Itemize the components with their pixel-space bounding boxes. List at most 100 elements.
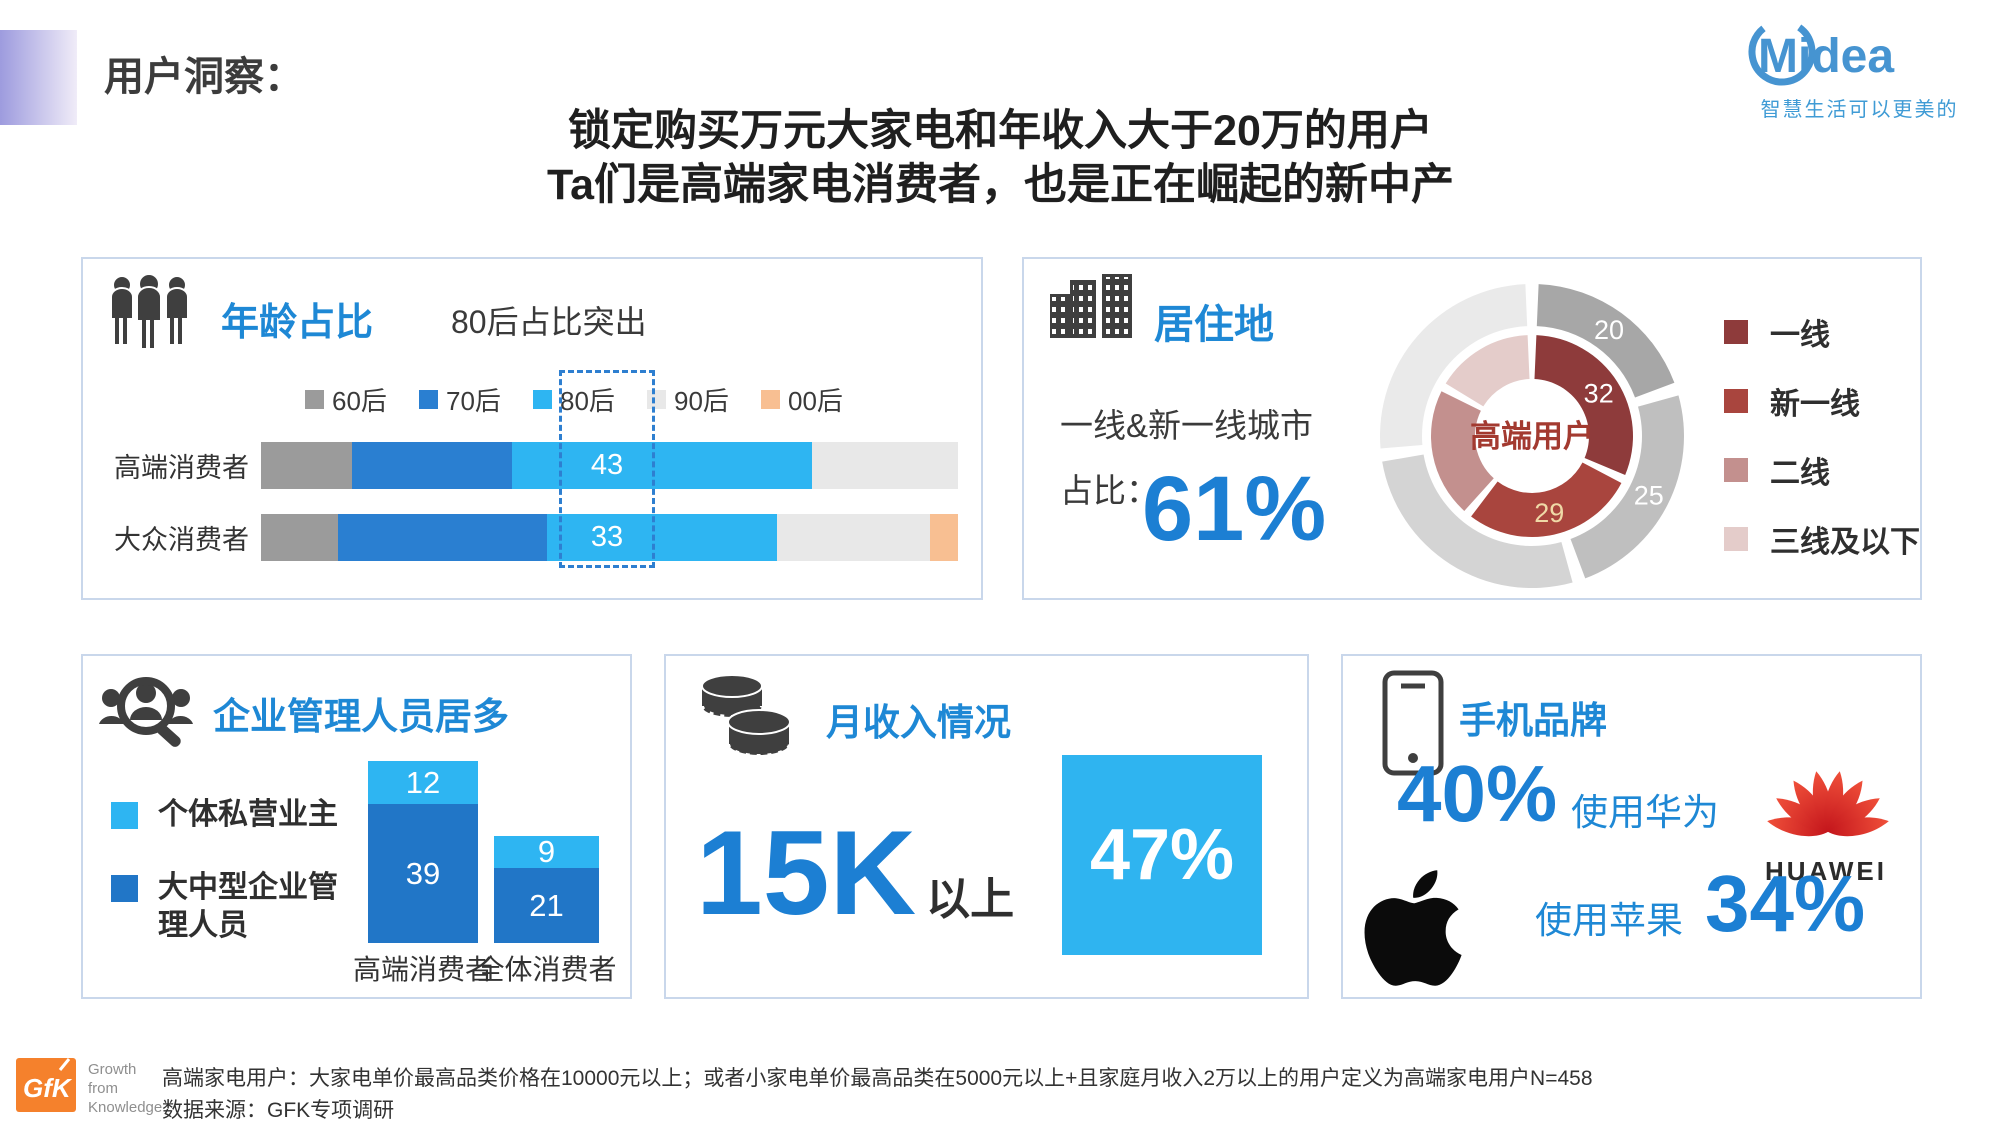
huawei-percent: 40% — [1397, 749, 1558, 838]
gfk-logo: GfK — [16, 1058, 76, 1112]
age-bar-segment-70后 — [337, 514, 547, 561]
residence-callout-line1: 一线&新一线城市 — [1060, 407, 1314, 444]
age-row-label: 高端消费者 — [114, 453, 249, 483]
age-panel-subtitle: 80后占比突出 — [451, 304, 647, 340]
age-bar-segment-90后 — [776, 514, 931, 561]
main-title-line2: Ta们是高端家电消费者，也是正在崛起的新中产 — [547, 161, 1454, 209]
age-bar-segment-80后 — [511, 442, 812, 489]
legend-label: 80后 — [560, 386, 615, 416]
donut-segment-outer-reference-ring-2 — [1382, 454, 1573, 588]
occupation-segment-个体私营业主: 9 — [494, 834, 599, 869]
legend-swatch-70后 — [419, 390, 438, 409]
legend-swatch-90后 — [647, 390, 666, 409]
residence-legend-item: 三线及以下 — [1724, 524, 1920, 559]
residence-big-percent: 61% — [1142, 458, 1327, 560]
gfk-tagline-line2: from — [88, 1080, 118, 1097]
occupation-category-label: 全体消费者 — [476, 954, 617, 985]
income-panel-title: 月收入情况 — [826, 702, 1011, 743]
people-icon — [110, 273, 189, 350]
phone-panel-title: 手机品牌 — [1459, 700, 1607, 741]
age-value-label-mass: 33 — [590, 521, 624, 553]
income-value: 15K — [696, 806, 917, 940]
income-panel: 月收入情况 15K 以上 47% — [664, 654, 1309, 999]
age-legend-item: 00后 — [761, 381, 875, 418]
gfk-tagline-line1: Growth — [88, 1061, 137, 1078]
occupation-stacked-bar: 12 39 — [368, 761, 478, 943]
residence-legend-item: 一线 — [1724, 317, 1920, 352]
legend-label: 三线及以下 — [1770, 525, 1920, 559]
age-value-label-premium: 43 — [590, 449, 624, 481]
section-title: 用户洞察： — [104, 55, 304, 99]
residence-legend-item: 二线 — [1724, 455, 1920, 490]
age-bar-segment-00后 — [930, 514, 958, 561]
huawei-wordmark: HUAWEI — [1765, 856, 1887, 886]
donut-value-label: 29 — [1534, 498, 1564, 528]
smartphone-icon — [1382, 670, 1444, 776]
income-percent: 47% — [1089, 815, 1235, 895]
age-stacked-bar — [261, 514, 958, 561]
huawei-logo-icon — [1767, 771, 1889, 837]
gfk-wordmark: GfK — [23, 1073, 73, 1103]
occupation-stacked-bar: 9 21 — [494, 834, 599, 943]
legend-swatch-60后 — [305, 390, 324, 409]
legend-label-self-employed: 个体私营业主 — [158, 798, 338, 831]
apple-logo-icon — [1364, 870, 1462, 986]
legend-label-managers: 大中型企业管理人员 — [158, 871, 338, 942]
main-title-line1: 锁定购买万元大家电和年收入大于20万的用户 — [568, 107, 1433, 155]
age-highlight-box: 43 33 — [559, 370, 655, 568]
legend-label: 90后 — [674, 386, 729, 416]
midea-logo: Midea 智慧生活可以更美的 — [1742, 8, 1977, 122]
brand-tagline: 智慧生活可以更美的 — [1760, 99, 1959, 121]
occupation-panel-title: 企业管理人员居多 — [213, 696, 509, 737]
legend-swatch-一线 — [1724, 319, 1748, 344]
accent-gradient-bar — [0, 30, 77, 125]
age-panel-title: 年龄占比 — [221, 302, 374, 344]
donut-value-label: 20 — [1594, 315, 1624, 345]
income-suffix: 以上 — [926, 875, 1015, 924]
donut-value-label: 32 — [1584, 379, 1614, 409]
legend-swatch-80后 — [533, 390, 552, 409]
occupation-segment-个体私营业主: 12 — [368, 761, 478, 804]
apple-percent: 34% — [1705, 859, 1866, 948]
gfk-tagline-line3: Knowledge — [88, 1099, 163, 1116]
age-row-label: 大众消费者 — [114, 525, 249, 555]
legend-label: 新一线 — [1770, 387, 1860, 421]
donut-segment-inner-premium-user-ring-2 — [1431, 391, 1494, 511]
age-bar-row: 大众消费者 — [95, 514, 958, 561]
legend-swatch-managers — [111, 875, 138, 902]
age-legend-item: 60后 — [305, 381, 419, 418]
people-search-icon — [99, 677, 193, 747]
income-percent-box: 47% — [1062, 755, 1262, 955]
legend-label: 60后 — [332, 386, 387, 416]
residence-legend-item: 新一线 — [1724, 386, 1920, 421]
age-bar-segment-60后 — [261, 514, 338, 561]
age-bar-row: 高端消费者 — [95, 442, 958, 489]
main-title: 锁定购买万元大家电和年收入大于20万的用户 Ta们是高端家电消费者，也是正在崛起… — [0, 104, 2001, 212]
age-bar-segment-80后 — [546, 514, 777, 561]
huawei-usage-label: 使用华为 — [1571, 792, 1719, 833]
occupation-legend-item-2: 大中型企业管理人员 — [111, 869, 348, 945]
legend-label: 一线 — [1770, 318, 1830, 352]
gfk-tagline: Growth from Knowledge — [88, 1060, 162, 1117]
phone-panel: 手机品牌 40% 使用华为 HUAWEI 使用苹果 — [1341, 654, 1922, 999]
occupation-panel: 企业管理人员居多 个体私营业主 大中型企业管理人员 12 39 高端消费者 9 21 全体… — [81, 654, 632, 999]
age-bar-segment-90后 — [811, 442, 958, 489]
age-legend: 60后 70后 80后 90后 00后 — [305, 381, 875, 418]
legend-swatch-00后 — [761, 390, 780, 409]
donut-segment-inner-premium-user-ring-0 — [1534, 335, 1633, 475]
age-legend-item: 80后 — [533, 381, 647, 418]
donut-segment-outer-reference-ring-0 — [1536, 284, 1675, 398]
occupation-category-label: 高端消费者 — [353, 954, 494, 985]
donut-segment-inner-premium-user-ring-3 — [1445, 335, 1530, 407]
footnote-definition: 高端家电用户：大家电单价最高品类价格在10000元以上；或者小家电单价最高品类在… — [162, 1067, 1593, 1090]
donut-center-label: 高端用户 — [1470, 419, 1594, 454]
occupation-column: 9 21 全体消费者 — [477, 834, 617, 985]
age-legend-item: 70后 — [419, 381, 533, 418]
legend-swatch-self-employed — [111, 802, 138, 829]
age-stacked-bar — [261, 442, 958, 489]
legend-swatch-新一线 — [1724, 388, 1748, 413]
apple-usage-label: 使用苹果 — [1535, 900, 1683, 941]
buildings-icon — [1050, 274, 1132, 338]
occupation-legend-item-1: 个体私营业主 — [111, 796, 348, 834]
